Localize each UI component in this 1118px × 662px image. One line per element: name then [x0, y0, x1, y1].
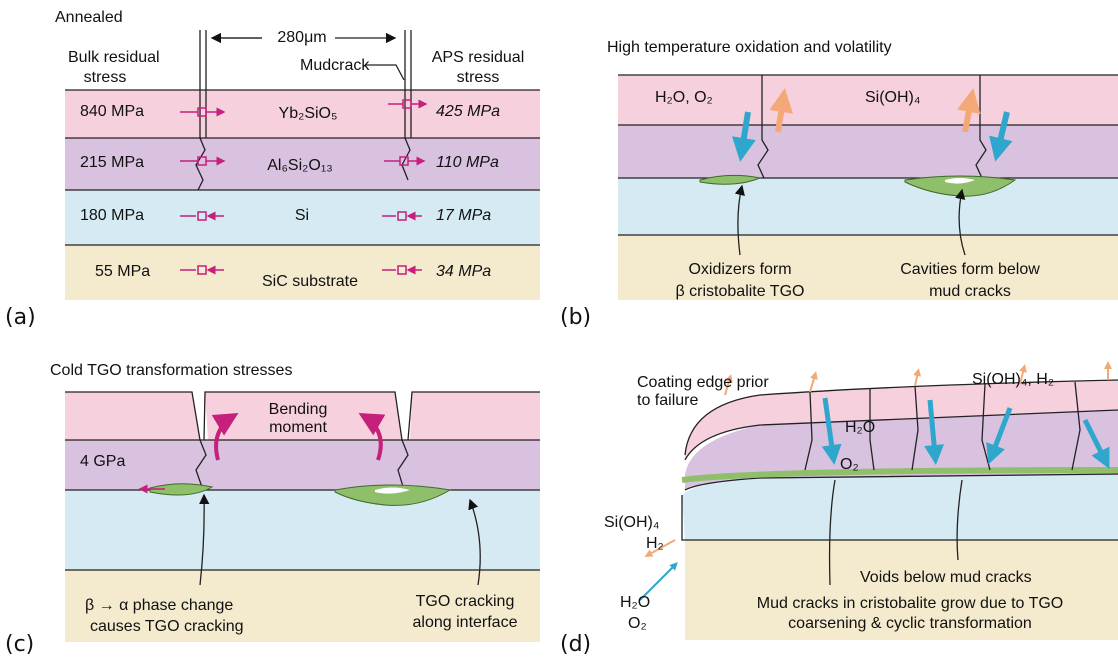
title: Annealed	[55, 9, 123, 26]
panel-label: (a)	[5, 305, 36, 330]
layer	[65, 190, 540, 245]
layer-name: Yb₂SiO₅	[279, 105, 338, 122]
panel-label: (c)	[5, 632, 34, 657]
label: Voids below mud cracks	[860, 569, 1032, 586]
header: APS residual	[432, 49, 525, 66]
label: to failure	[637, 392, 698, 409]
label: H₂	[646, 535, 664, 552]
layer	[65, 90, 540, 138]
title: High temperature oxidation and volatilit…	[607, 39, 892, 56]
layer-name: Si	[295, 207, 309, 224]
header: Bulk residual	[68, 49, 160, 66]
note: Oxidizers form	[688, 261, 791, 278]
stress: 110 MPa	[436, 154, 499, 171]
label: H₂O, O₂	[655, 89, 713, 106]
stress: 34 MPa	[436, 263, 491, 280]
panel-label: (b)	[560, 305, 591, 330]
label: O₂	[628, 615, 647, 632]
layer-name: SiC substrate	[262, 273, 358, 290]
label: Bending	[269, 401, 328, 418]
label: Si(OH)₄	[604, 514, 659, 531]
panel-label: (d)	[560, 632, 591, 657]
panel-d: Coating edge prior to failure Si(OH)₄, H…	[560, 361, 1118, 657]
note: β → α phase change	[85, 597, 233, 614]
label: Si(OH)₄, H₂	[972, 371, 1054, 388]
stress: 840 MPa	[80, 103, 144, 120]
boundaries	[65, 89, 540, 246]
stress: 215 MPa	[80, 154, 144, 171]
header: stress	[84, 69, 127, 86]
label: Coating edge prior	[637, 374, 769, 391]
label: moment	[269, 419, 327, 436]
note: TGO cracking	[416, 593, 515, 610]
note: mud cracks	[929, 283, 1011, 300]
note: Mud cracks in cristobalite grow due to T…	[757, 595, 1064, 612]
note: Cavities form below	[900, 261, 1040, 278]
title: Cold TGO transformation stresses	[50, 362, 292, 379]
stress: 17 MPa	[436, 207, 491, 224]
panel-c: Cold TGO transformation stresses Bending…	[5, 362, 540, 657]
panel-b: High temperature oxidation and volatilit…	[560, 39, 1118, 330]
layer-name: Al₆Si₂O₁₃	[267, 157, 332, 174]
label: H₂O	[845, 419, 875, 436]
stress-arrows	[180, 100, 426, 274]
note: causes TGO cracking	[90, 618, 244, 635]
label: O₂	[840, 456, 859, 473]
layer	[65, 138, 540, 190]
label: Mudcrack	[300, 57, 370, 74]
stress: 180 MPa	[80, 207, 144, 224]
panel-a: Annealed 280μm Bulk residual stress Mudc…	[5, 9, 540, 330]
note: β cristobalite TGO	[676, 283, 805, 300]
leader	[365, 64, 405, 81]
stress: 4 GPa	[80, 453, 125, 470]
label: Si(OH)₄	[865, 89, 920, 106]
dimension-label: 280μm	[277, 29, 326, 46]
header: stress	[457, 69, 500, 86]
note: along interface	[413, 614, 518, 631]
stress: 425 MPa	[436, 103, 500, 120]
layer	[65, 245, 540, 300]
stress: 55 MPa	[95, 263, 150, 280]
note: coarsening & cyclic transformation	[788, 615, 1032, 632]
label: H₂O	[620, 594, 650, 611]
